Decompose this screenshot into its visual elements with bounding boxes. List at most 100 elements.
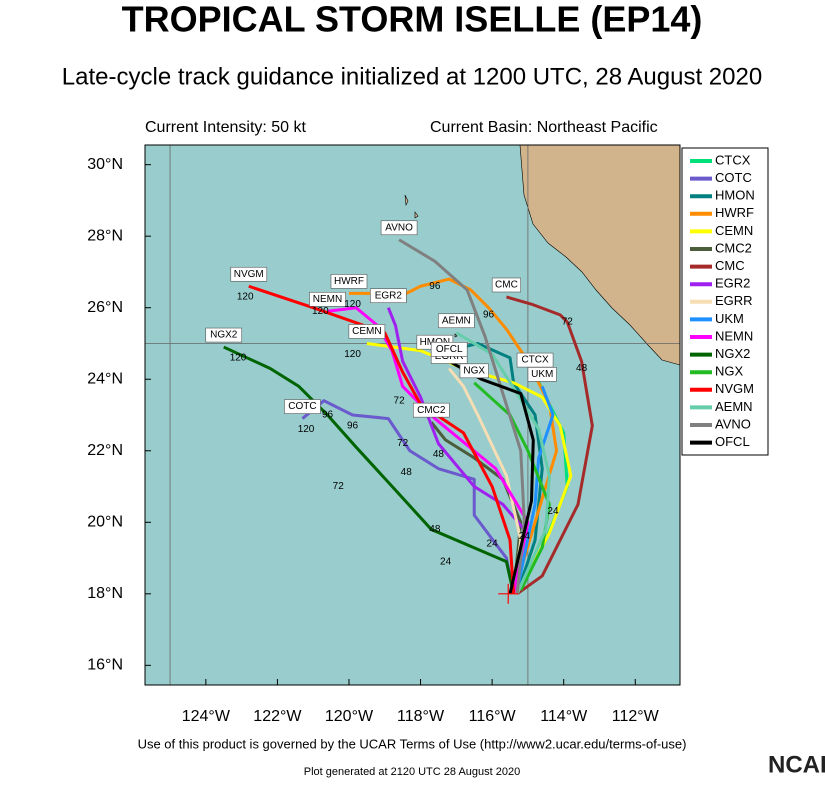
hour-label: 72: [394, 395, 406, 406]
model-label: NGX2: [210, 330, 238, 341]
hour-label: 72: [397, 438, 409, 449]
footer: Use of this product is governed by the U…: [138, 736, 687, 751]
legend-label: OFCL: [715, 434, 750, 449]
x-tick-label: 122°W: [253, 708, 302, 725]
legend-label: EGR2: [715, 276, 750, 291]
legend-label: AEMN: [715, 399, 753, 414]
current-basin: Current Basin: Northeast Pacific: [430, 119, 658, 136]
model-label-box: [230, 266, 268, 282]
legend-label: CMC2: [715, 240, 752, 255]
legend-label: CMC: [715, 258, 745, 273]
hour-label: 120: [230, 352, 247, 363]
model-label-box: [438, 313, 475, 329]
hour-label: 48: [401, 467, 413, 478]
x-tick-label: 118°W: [397, 708, 445, 725]
x-tick-label: 116°W: [469, 708, 517, 725]
map-frame: [144, 144, 681, 686]
track-line: [473, 381, 551, 591]
y-tick-label: 28°N: [87, 227, 123, 244]
hour-label: 96: [429, 281, 441, 292]
legend-label: UKM: [715, 311, 744, 326]
model-label: HWRF: [334, 276, 364, 287]
hour-label: 24: [487, 538, 499, 549]
track-line: [398, 238, 526, 594]
hour-label: 120: [312, 306, 329, 317]
model-label-box: [412, 402, 450, 418]
model-label: AEMN: [442, 315, 471, 326]
hour-label: 24: [519, 531, 531, 542]
track-line: [327, 306, 530, 595]
model-label: UKM: [531, 369, 553, 380]
legend-label: AVNO: [715, 416, 751, 431]
hour-label: 72: [562, 317, 574, 328]
legend-label: COTC: [715, 170, 752, 185]
y-tick-label: 16°N: [87, 657, 123, 674]
x-tick-label: 120°W: [325, 708, 374, 725]
generated: Plot generated at 2120 UTC 28 August 202…: [304, 766, 521, 778]
track-line: [301, 399, 516, 595]
chart-title: TROPICAL STORM ISELLE (EP14): [122, 0, 703, 40]
legend-label: CEMN: [715, 223, 753, 238]
model-label-box: [459, 363, 489, 379]
model-label-box: [348, 324, 386, 339]
track-line: [506, 295, 594, 596]
hour-label: 24: [440, 556, 452, 567]
hour-label: 96: [322, 410, 334, 421]
track-line: [515, 385, 555, 591]
model-label: CEMN: [352, 326, 381, 337]
track-line: [223, 345, 516, 595]
model-label: AVNO: [385, 222, 413, 233]
model-label: OFCL: [436, 344, 463, 355]
islands: [404, 194, 458, 338]
track-line: [434, 341, 544, 595]
model-label-box: [430, 342, 468, 357]
model-label: NVGM: [234, 269, 264, 280]
model-label: CMC2: [417, 405, 446, 416]
model-label: COTC: [288, 401, 316, 412]
hour-label: 120: [344, 349, 361, 360]
model-label-box: [284, 399, 321, 414]
hour-label: 72: [333, 481, 345, 492]
legend-label: EGRR: [715, 293, 753, 308]
x-tick-label: 124°W: [182, 708, 231, 725]
legend-label: NGX: [715, 364, 744, 379]
land: [519, 144, 681, 366]
model-label-box: [309, 291, 346, 307]
model-label-box: [516, 352, 554, 368]
y-tick-label: 26°N: [87, 299, 123, 316]
legend-label: HMON: [715, 188, 755, 203]
hour-label: 24: [547, 506, 559, 517]
model-label-box: [527, 367, 557, 382]
hour-label: 48: [576, 363, 588, 374]
legend-label: NEMN: [715, 328, 753, 343]
hour-label: 120: [344, 299, 361, 310]
y-tick-label: 30°N: [87, 156, 123, 173]
y-tick-label: 24°N: [87, 370, 123, 387]
model-label: NGX: [463, 365, 485, 376]
model-label: CTCX: [521, 355, 549, 366]
legend-label: NVGM: [715, 381, 754, 396]
y-tick-label: 18°N: [87, 585, 123, 602]
x-tick-label: 114°W: [540, 708, 588, 725]
hour-label: 96: [347, 420, 359, 431]
model-label-box: [380, 220, 418, 236]
model-label-box: [330, 274, 368, 289]
tracks: CTCXCOTCHMONHWRFCEMNCMC2CMCEGR2EGRRUKMNE…: [145, 145, 680, 685]
hour-label: 96: [483, 310, 495, 321]
chart-subtitle: Late-cycle track guidance initialized at…: [62, 63, 762, 90]
legend-label: NGX2: [715, 346, 750, 361]
hour-label: 48: [429, 524, 441, 535]
model-label: EGR2: [375, 290, 403, 301]
hour-label: 120: [298, 424, 315, 435]
y-tick-label: 20°N: [87, 514, 123, 531]
hour-label: 120: [237, 292, 254, 303]
y-tick-label: 22°N: [87, 442, 123, 459]
hour-label: 48: [433, 449, 445, 460]
logo: NCAR: [768, 751, 825, 778]
legend-label: HWRF: [715, 205, 754, 220]
model-label: CMC: [495, 280, 518, 291]
model-label-box: [205, 327, 243, 343]
x-tick-label: 112°W: [612, 708, 660, 725]
model-label-box: [491, 277, 521, 293]
